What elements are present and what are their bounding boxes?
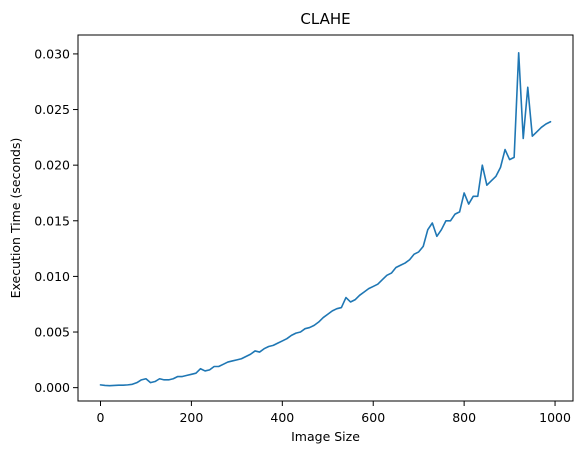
execution-time-line [99,52,552,387]
y-tick-label: 0.005 [34,325,70,340]
x-tick-label: 0 [97,410,105,425]
x-tick-label: 600 [361,410,385,425]
plot-frame [77,34,574,402]
y-axis-label: Execution Time (seconds) [8,138,23,299]
y-tick-label: 0.020 [34,158,70,173]
y-tick-label: 0.010 [34,269,70,284]
x-tick-label: 200 [179,410,203,425]
chart-title: CLAHE [300,10,350,28]
x-tick-label: 800 [452,410,476,425]
y-axis-ticks: 0.000 0.005 0.010 0.015 0.020 0.025 0.030 [34,46,78,395]
x-axis-label: Image Size [291,429,360,444]
y-tick-label: 0.000 [34,380,70,395]
x-tick-label: 1000 [539,410,571,425]
y-tick-label: 0.015 [34,213,70,228]
x-tick-label: 400 [270,410,294,425]
y-tick-label: 0.030 [34,46,70,61]
y-tick-label: 0.025 [34,102,70,117]
x-axis-ticks: 0 200 400 600 800 1000 [97,401,571,425]
